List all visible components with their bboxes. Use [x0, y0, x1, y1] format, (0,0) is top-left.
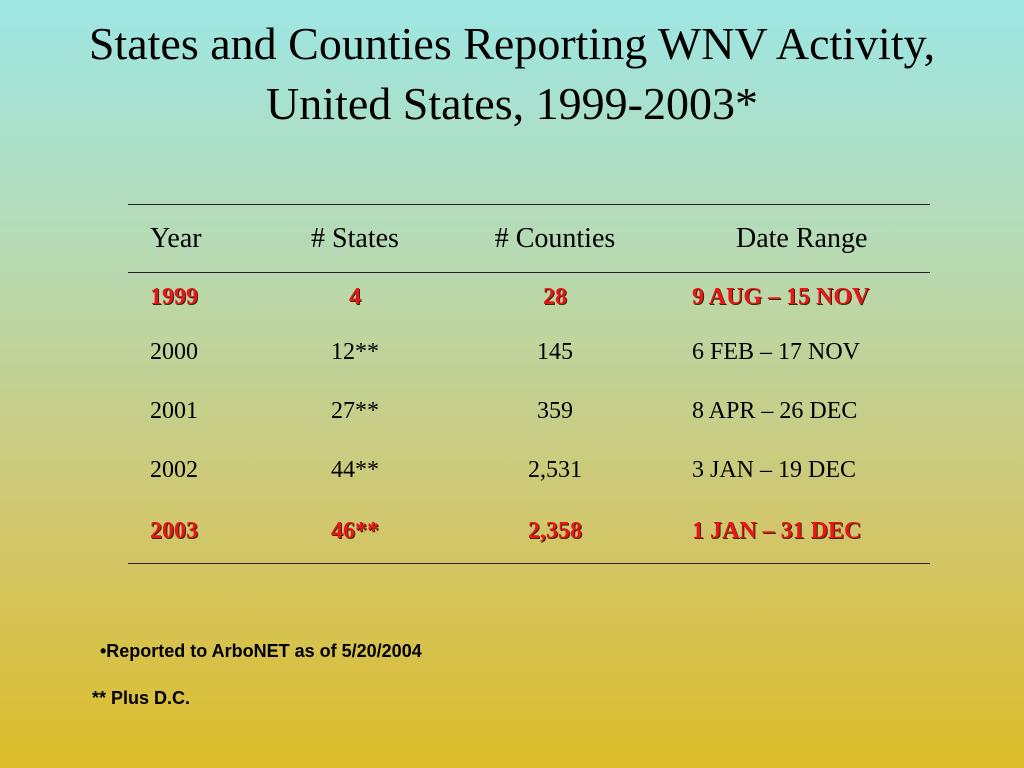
- cell-date-range: 8 APR – 26 DEC: [692, 397, 858, 424]
- table-row: 1999 4 28 9 AUG – 15 NOV: [128, 273, 930, 323]
- header-states: # States: [311, 222, 399, 254]
- cell-counties: 359: [537, 397, 573, 424]
- table-row: 2001 27** 359 8 APR – 26 DEC: [128, 382, 930, 441]
- table-row: 2003 46** 2,358 1 JAN – 31 DEC: [128, 500, 930, 564]
- header-year: Year: [150, 222, 202, 254]
- wnv-table: Year # States # Counties Date Range 1999…: [128, 204, 930, 564]
- cell-states: 46**: [331, 517, 379, 544]
- footnote-plus-dc: ** Plus D.C.: [92, 688, 191, 708]
- cell-date-range: 3 JAN – 19 DEC: [692, 456, 857, 483]
- cell-year: 2002: [150, 456, 198, 483]
- cell-date-range: 1 JAN – 31 DEC: [692, 517, 862, 544]
- footnote-reported: •Reported to ArboNET as of 5/20/2004: [100, 641, 422, 661]
- cell-counties: 2,358: [528, 517, 582, 544]
- cell-states: 4: [349, 284, 361, 311]
- cell-states: 27**: [331, 397, 379, 424]
- cell-counties: 28: [543, 284, 567, 311]
- header-counties: # Counties: [494, 222, 616, 254]
- cell-counties: 145: [537, 338, 573, 365]
- cell-counties: 2,531: [528, 456, 582, 483]
- wnv-table-container: Year # States # Counties Date Range 1999…: [128, 204, 930, 564]
- slide-title: States and Counties Reporting WNV Activi…: [0, 14, 1024, 134]
- table-row: 2000 12** 145 6 FEB – 17 NOV: [128, 323, 930, 382]
- table-header-row: Year # States # Counties Date Range: [128, 204, 930, 273]
- cell-states: 44**: [331, 456, 379, 483]
- title-line-1: States and Counties Reporting WNV Activi…: [88, 18, 936, 69]
- cell-date-range: 6 FEB – 17 NOV: [692, 338, 861, 365]
- title-line-2: United States, 1999-2003*: [266, 78, 758, 129]
- cell-year: 2003: [150, 517, 198, 544]
- table-row: 2002 44** 2,531 3 JAN – 19 DEC: [128, 441, 930, 500]
- cell-states: 12**: [331, 338, 379, 365]
- header-date-range: Date Range: [736, 222, 868, 254]
- cell-year: 1999: [150, 284, 198, 311]
- cell-date-range: 9 AUG – 15 NOV: [692, 284, 870, 311]
- cell-year: 2000: [150, 338, 198, 365]
- cell-year: 2001: [150, 397, 198, 424]
